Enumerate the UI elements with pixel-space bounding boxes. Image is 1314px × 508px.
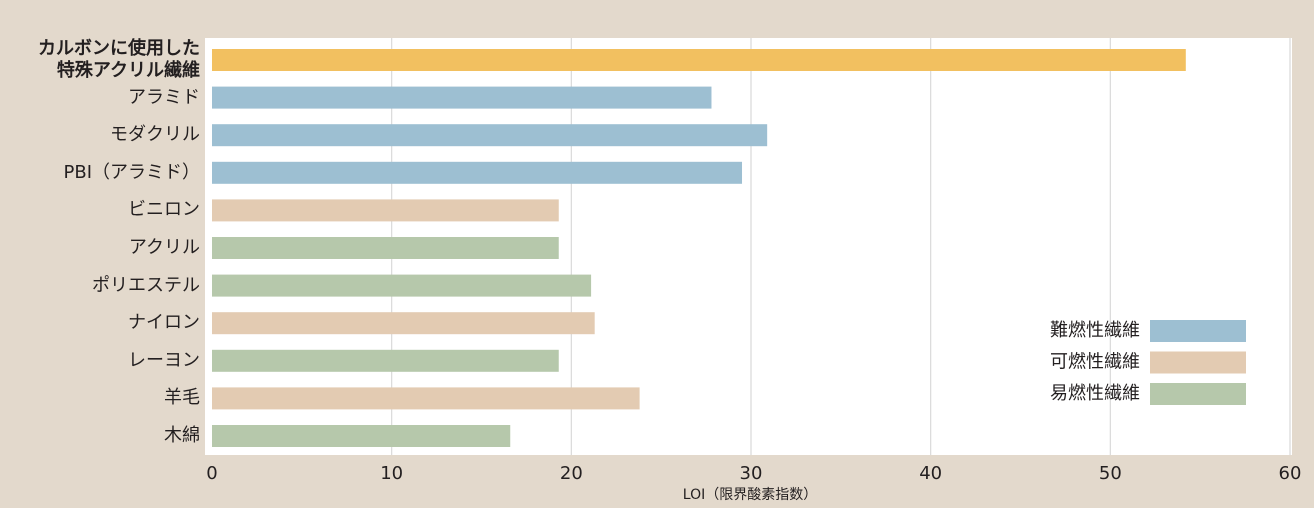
legend-swatch [1150,351,1246,374]
bar [212,425,511,447]
x-tick-label: 20 [560,463,583,484]
y-tick-label: ポリエステル [92,274,200,296]
y-tick-label: 羊毛 [164,387,200,409]
bar [212,349,559,372]
bar [212,86,712,109]
x-tick-label: 0 [206,463,217,484]
y-tick-label: アクリル [128,237,200,258]
legend-swatch [1150,320,1246,342]
x-tick-label: 50 [1099,463,1122,484]
y-tick-label: モダクリル [110,124,200,146]
bar [212,124,768,147]
x-tick-label: 10 [380,463,403,484]
y-tick-label: PBI（アラミド） [63,161,200,183]
legend-label: 難燃性繊維 [1050,320,1140,341]
y-tick-label: 木綿 [164,425,200,446]
y-tick-label: ビニロン [128,199,200,221]
y-tick-label: アラミド [128,86,200,108]
bar [212,387,640,410]
y-tick-label: カルボンに使用した 特殊アクリル繊維 [38,38,200,81]
bar [212,237,559,259]
legend-label: 易燃性繊維 [1050,383,1140,404]
x-tick-label: 30 [740,463,763,484]
x-axis-label: LOI（限界酸素指数） [683,487,817,503]
x-tick-label: 40 [919,463,942,484]
y-tick-label: ナイロン [128,312,200,334]
legend-swatch [1150,383,1246,405]
x-tick-label: 60 [1279,463,1302,484]
bar [212,199,559,222]
legend-label: 可燃性繊維 [1050,352,1140,373]
y-tick-label: レーヨン [128,349,200,371]
bar [212,49,1186,71]
bar [212,312,595,335]
bar [212,161,743,184]
bar [212,274,592,297]
